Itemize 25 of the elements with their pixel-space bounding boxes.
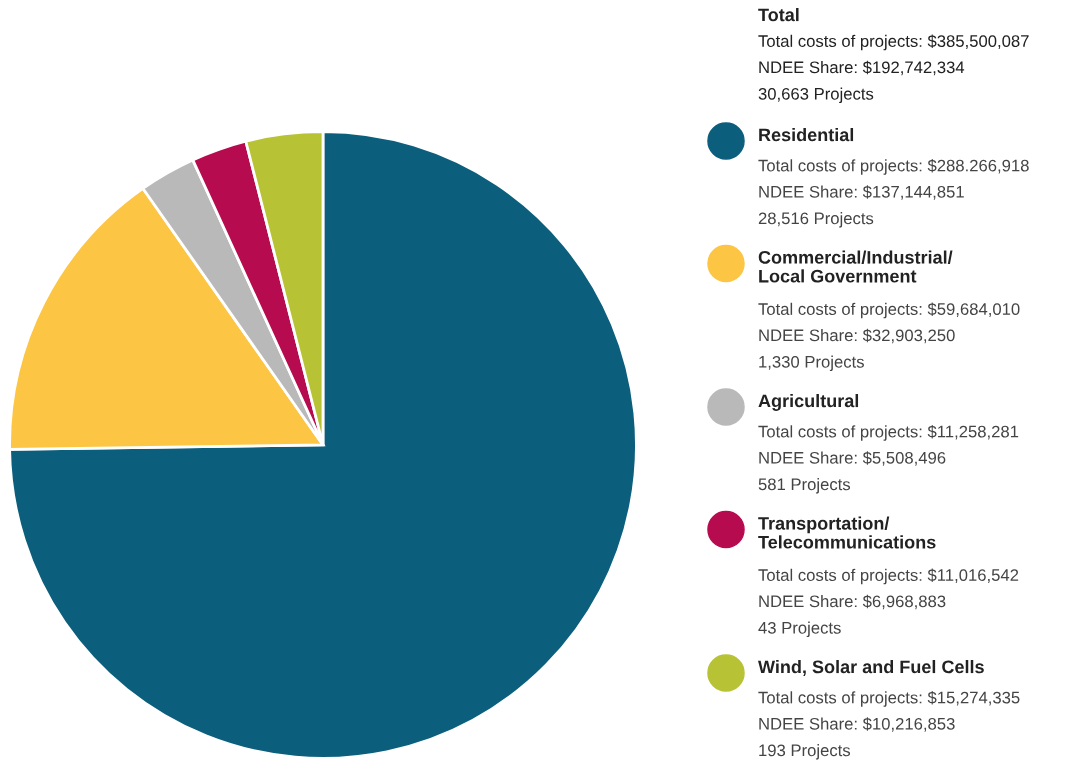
text: 1,330 Projects: [759, 355, 864, 372]
legend-label: Commercial/Industrial/ Local Government: [758, 250, 953, 283]
text: Total costs of projects: $385,500,087: [758, 34, 1029, 51]
text: NDEE Share: $10,216,853: [759, 717, 955, 732]
pie-slice: [8, 130, 638, 760]
text: 581 Projects: [758, 478, 851, 494]
text: Total costs of projects: $15,274,335: [758, 691, 1020, 707]
text: Total: [758, 8, 799, 22]
legend-label: Residential: [759, 128, 854, 142]
text: NDEE Share: $6,968,883: [759, 594, 946, 610]
text: NDEE Share: $5,508,496: [759, 451, 946, 466]
text: 193 Projects: [759, 744, 851, 760]
text: Total costs of projects: $288.266,918: [758, 159, 1029, 175]
text: 43 Projects: [758, 621, 841, 638]
text: Total costs of projects: $11,016,542: [758, 568, 1019, 585]
text: Total costs of projects: $59,684,010: [758, 302, 1020, 319]
text: NDEE Share: $32,903,250: [759, 328, 955, 344]
legend-label: Agricultural: [758, 394, 859, 411]
legend-label: Transportation/ Telecommunications: [758, 516, 936, 549]
text: 30,663 Projects: [758, 87, 874, 104]
text: NDEE Share: $192,742,334: [759, 60, 965, 76]
text: 28,516 Projects: [758, 212, 874, 228]
text: Total costs of projects: $11,258,281: [758, 425, 1019, 441]
legend-label: Wind, Solar and Fuel Cells: [758, 660, 984, 676]
text: NDEE Share: $137,144,851: [759, 185, 964, 200]
